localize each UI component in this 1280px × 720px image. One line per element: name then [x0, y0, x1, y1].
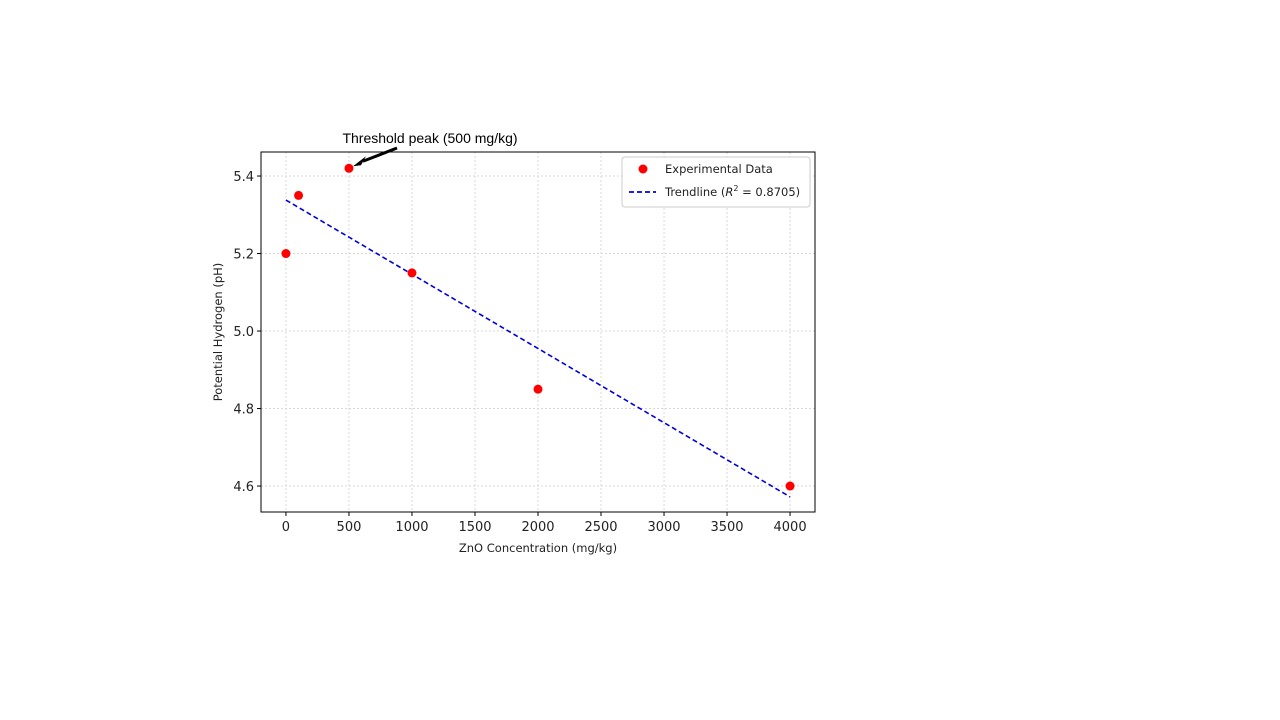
- x-tick-label: 1000: [395, 520, 428, 535]
- x-tick-label: 1500: [458, 520, 491, 535]
- annotation: Threshold peak (500 mg/kg): [342, 130, 518, 167]
- x-tick-label: 0: [282, 520, 290, 535]
- trendline: [285, 199, 791, 498]
- x-tick-label: 2500: [584, 520, 617, 535]
- x-tick-label: 3500: [710, 520, 743, 535]
- series: [281, 163, 795, 498]
- y-axis-label: Potential Hydrogen (pH): [211, 263, 225, 402]
- y-tick-label: 4.8: [233, 403, 254, 418]
- legend-box: [621, 156, 811, 208]
- x-axis-label: ZnO Concentration (mg/kg): [459, 541, 617, 555]
- data-point: [407, 268, 417, 278]
- data-point: [533, 384, 543, 394]
- x-axis: 0 500 1000 1500 2000 2500 3000 3500 4000: [282, 512, 807, 535]
- data-point: [281, 249, 291, 259]
- y-axis: 4.6 4.8 5.0 5.2 5.4: [233, 170, 261, 495]
- y-tick-label: 5.0: [233, 325, 254, 340]
- annotation-text: Threshold peak (500 mg/kg): [342, 130, 517, 146]
- y-tick-label: 5.2: [233, 248, 254, 263]
- y-tick-label: 5.4: [233, 170, 254, 185]
- legend-marker-scatter: [638, 164, 648, 174]
- annotation-arrow-shaft: [362, 146, 398, 163]
- data-point: [294, 190, 304, 200]
- legend-label-trendline: Trendline (R2 = 0.8705): [664, 184, 800, 199]
- legend-label-experimental: Experimental Data: [665, 162, 773, 176]
- x-tick-label: 3000: [647, 520, 680, 535]
- x-tick-label: 500: [337, 520, 362, 535]
- data-point: [785, 481, 795, 491]
- x-tick-label: 4000: [774, 520, 807, 535]
- annotation-arrow-head: [352, 156, 366, 167]
- data-point: [344, 163, 354, 173]
- x-tick-label: 2000: [521, 520, 554, 535]
- y-tick-label: 4.6: [233, 480, 254, 495]
- legend: Experimental Data Trendline (R2 = 0.8705…: [621, 156, 811, 208]
